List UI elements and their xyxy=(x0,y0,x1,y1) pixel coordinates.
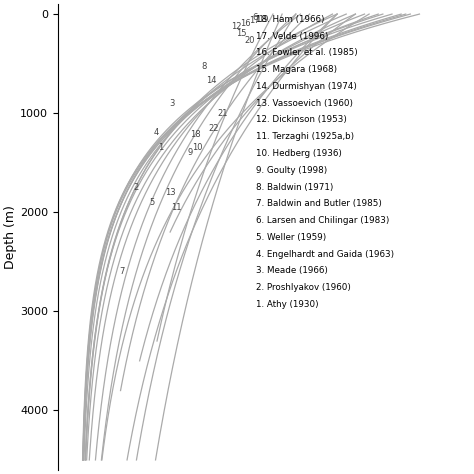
Text: 6: 6 xyxy=(252,12,257,21)
Text: 15: 15 xyxy=(236,29,246,38)
Text: 9: 9 xyxy=(188,148,193,157)
Text: 1: 1 xyxy=(158,143,164,152)
Text: 5. Weller (1959): 5. Weller (1959) xyxy=(255,233,326,242)
Text: 13. Vassoevich (1960): 13. Vassoevich (1960) xyxy=(255,99,353,108)
Y-axis label: Depth (m): Depth (m) xyxy=(4,205,17,269)
Text: 16. Fowler et al. (1985): 16. Fowler et al. (1985) xyxy=(255,48,357,57)
Text: 7: 7 xyxy=(119,267,125,276)
Text: 3: 3 xyxy=(170,99,175,108)
Text: 5: 5 xyxy=(149,198,154,207)
Text: 4: 4 xyxy=(154,128,159,137)
Text: 10. Hedberg (1936): 10. Hedberg (1936) xyxy=(255,149,341,158)
Text: 13: 13 xyxy=(164,188,175,197)
Text: 7. Baldwin and Butler (1985): 7. Baldwin and Butler (1985) xyxy=(255,199,382,208)
Text: 12. Dickinson (1953): 12. Dickinson (1953) xyxy=(255,116,346,125)
Text: 1. Athy (1930): 1. Athy (1930) xyxy=(255,300,318,309)
Text: 10: 10 xyxy=(192,143,203,152)
Text: 14. Durmishyan (1974): 14. Durmishyan (1974) xyxy=(255,82,356,91)
Text: 11. Terzaghi (1925a,b): 11. Terzaghi (1925a,b) xyxy=(255,132,354,141)
Text: 4. Engelhardt and Gaida (1963): 4. Engelhardt and Gaida (1963) xyxy=(255,250,394,259)
Text: 6. Larsen and Chilingar (1983): 6. Larsen and Chilingar (1983) xyxy=(255,216,389,225)
Text: 17: 17 xyxy=(249,16,260,25)
Text: 22: 22 xyxy=(208,124,219,133)
Text: 18. Ham (1966): 18. Ham (1966) xyxy=(255,15,324,24)
Text: 8: 8 xyxy=(201,62,207,71)
Text: 17. Velde (1996): 17. Velde (1996) xyxy=(255,32,328,41)
Text: 19: 19 xyxy=(258,15,269,24)
Text: 14: 14 xyxy=(206,76,217,85)
Text: 16: 16 xyxy=(240,19,251,28)
Text: 8. Baldwin (1971): 8. Baldwin (1971) xyxy=(255,182,333,191)
Text: 2. Proshlyakov (1960): 2. Proshlyakov (1960) xyxy=(255,283,350,292)
Text: 18: 18 xyxy=(190,130,201,139)
Text: 3. Meade (1966): 3. Meade (1966) xyxy=(255,266,328,275)
Text: 11: 11 xyxy=(172,203,182,212)
Text: 9. Goulty (1998): 9. Goulty (1998) xyxy=(255,166,327,175)
Text: 15. Magara (1968): 15. Magara (1968) xyxy=(255,65,337,74)
Text: 21: 21 xyxy=(218,109,228,118)
Text: 12: 12 xyxy=(231,22,242,31)
Text: 2: 2 xyxy=(133,183,138,192)
Text: 20: 20 xyxy=(245,36,255,46)
